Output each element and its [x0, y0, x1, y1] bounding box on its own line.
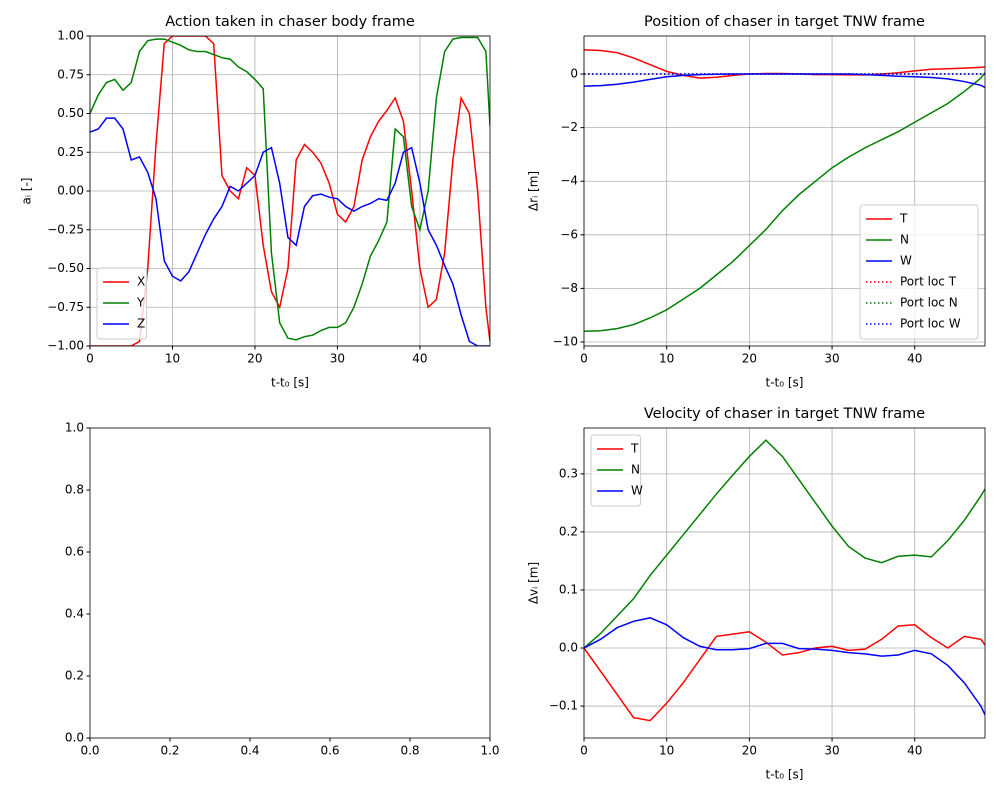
series-line	[584, 624, 985, 722]
series-line	[90, 36, 490, 346]
legend-label: T	[899, 212, 908, 226]
y-tick-label: 0.8	[65, 483, 84, 497]
y-tick-label: 1.00	[57, 29, 84, 43]
x-tick-label: 10	[659, 352, 674, 366]
y-tick-label: −0.75	[47, 300, 84, 314]
x-axis-label: t-t₀ [s]	[271, 376, 309, 390]
y-axis-label: Δvᵢ [m]	[527, 562, 541, 604]
y-axis-label: aᵢ [-]	[20, 177, 34, 204]
x-tick-label: 1.0	[480, 744, 499, 758]
y-tick-label: 0.6	[65, 545, 84, 559]
x-tick-label: 30	[824, 352, 839, 366]
x-tick-label: 0	[86, 352, 94, 366]
y-tick-label: 0.75	[57, 67, 84, 81]
y-tick-label: 0.50	[57, 106, 84, 120]
axes-frame	[583, 427, 986, 739]
y-tick-label: 0.3	[559, 466, 578, 480]
y-tick-label: 0.00	[57, 184, 84, 198]
y-tick-label: −0.25	[47, 222, 84, 236]
y-tick-label: 0.2	[65, 669, 84, 683]
y-tick-label: −10	[553, 334, 578, 348]
series-line	[584, 72, 985, 333]
legend-box	[859, 204, 979, 340]
x-tick-label: 10	[165, 352, 180, 366]
x-tick-label: 30	[330, 352, 345, 366]
y-axis-label: Δrᵢ [m]	[527, 171, 541, 211]
legend-label: W	[631, 484, 643, 498]
series-line	[90, 36, 490, 341]
x-tick-label: 40	[907, 744, 922, 758]
chart-title: Velocity of chaser in target TNW frame	[644, 406, 925, 422]
x-tick-label: 0.6	[320, 744, 339, 758]
x-tick-label: 20	[247, 352, 262, 366]
axes-frame	[583, 35, 986, 347]
legend-label: X	[137, 275, 145, 289]
y-tick-label: 0	[570, 67, 578, 81]
x-tick-label: 0	[580, 352, 588, 366]
y-tick-label: 0.2	[559, 524, 578, 538]
legend-label: Port loc N	[900, 296, 958, 310]
y-tick-label: −0.1	[549, 699, 578, 713]
x-tick-label: 30	[824, 744, 839, 758]
legend-label: T	[630, 442, 639, 456]
y-tick-label: 0.0	[559, 641, 578, 655]
y-tick-label: −2	[560, 120, 578, 134]
x-tick-label: 40	[412, 352, 427, 366]
legend-label: N	[900, 233, 909, 247]
y-tick-label: −4	[560, 174, 578, 188]
axes-frame	[89, 35, 491, 347]
y-tick-label: 1.0	[65, 421, 84, 435]
series-line	[584, 73, 985, 89]
x-tick-label: 0.2	[160, 744, 179, 758]
x-tick-label: 20	[742, 352, 757, 366]
x-tick-label: 0.4	[240, 744, 259, 758]
legend-label: N	[631, 463, 640, 477]
y-tick-label: 0.0	[65, 731, 84, 745]
legend-label: W	[900, 254, 912, 268]
x-axis-label: t-t₀ [s]	[766, 376, 804, 390]
chart-title: Position of chaser in target TNW frame	[644, 14, 925, 30]
series-line	[90, 117, 490, 346]
y-tick-label: −6	[560, 227, 578, 241]
chart-title: Action taken in chaser body frame	[165, 14, 415, 30]
axes-frame	[89, 427, 491, 739]
y-tick-label: 0.4	[65, 607, 84, 621]
series-line	[584, 439, 985, 649]
legend-label: Z	[137, 317, 145, 331]
y-tick-label: 0.1	[559, 582, 578, 596]
x-tick-label: 40	[907, 352, 922, 366]
legend-label: Y	[136, 296, 145, 310]
x-axis-label: t-t₀ [s]	[766, 768, 804, 782]
series-line	[584, 617, 985, 716]
legend-label: Port loc T	[900, 275, 957, 289]
y-tick-label: 0.25	[57, 145, 84, 159]
y-tick-label: −0.50	[47, 261, 84, 275]
y-tick-label: −1.00	[47, 339, 84, 353]
x-tick-label: 0.0	[80, 744, 99, 758]
x-tick-label: 20	[742, 744, 757, 758]
x-tick-label: 10	[659, 744, 674, 758]
y-tick-label: −8	[560, 281, 578, 295]
x-tick-label: 0	[580, 744, 588, 758]
legend-label: Port loc W	[900, 317, 961, 331]
x-tick-label: 0.8	[400, 744, 419, 758]
